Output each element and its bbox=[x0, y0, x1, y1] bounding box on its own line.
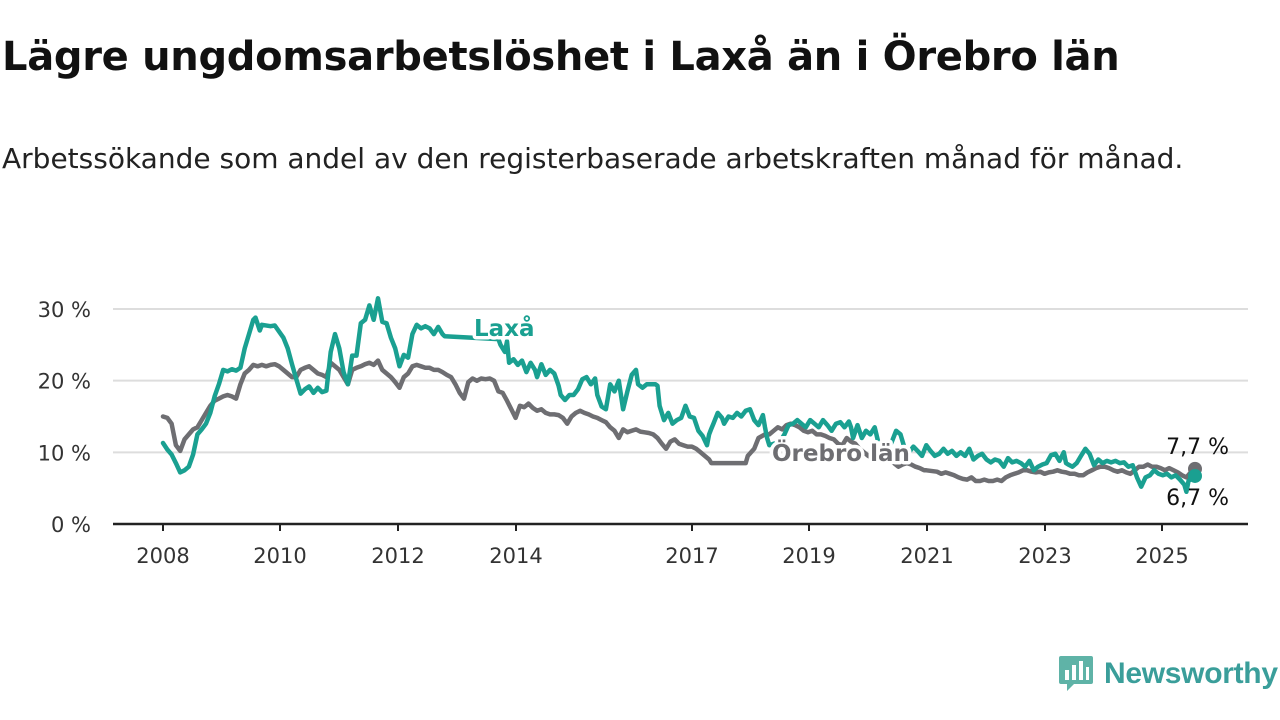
y-axis-ticks: 0 % 10 % 20 % 30 % bbox=[38, 298, 91, 537]
series-line-laxa bbox=[160, 296, 1198, 495]
svg-text:Örebro län: Örebro län bbox=[772, 439, 910, 467]
y-tick-label: 10 % bbox=[38, 441, 91, 465]
chart-logo-icon bbox=[1059, 656, 1093, 691]
x-tick-label: 2012 bbox=[371, 544, 424, 568]
x-tick-label: 2021 bbox=[900, 544, 953, 568]
series-label-orebro-text: Örebro län bbox=[772, 439, 910, 467]
brand-name: Newsworthy bbox=[1104, 657, 1278, 690]
y-tick-label: 20 % bbox=[38, 370, 91, 394]
line-chart: 0 % 10 % 20 % 30 % 2008 2010 2012 2014 2017 2019… bbox=[38, 296, 1248, 568]
end-label-laxa: 6,7 % bbox=[1166, 486, 1229, 511]
x-tick-label: 2017 bbox=[665, 544, 718, 568]
series-end-point-laxa bbox=[1188, 468, 1202, 483]
x-tick-label: 2023 bbox=[1018, 544, 1071, 568]
chart-subtitle: Arbetssökande som andel av den registerb… bbox=[2, 142, 1184, 175]
y-tick-label: 30 % bbox=[38, 298, 91, 322]
series-lines bbox=[160, 296, 1202, 495]
x-tick-label: 2025 bbox=[1135, 544, 1188, 568]
gridlines bbox=[113, 308, 1248, 454]
end-label-orebro: 7,7 % bbox=[1166, 435, 1229, 460]
x-tick-label: 2019 bbox=[782, 544, 835, 568]
x-tick-label: 2010 bbox=[253, 544, 306, 568]
x-tick-label: 2008 bbox=[136, 544, 189, 568]
x-tick-label: 2014 bbox=[489, 544, 542, 568]
y-tick-label: 0 % bbox=[51, 513, 91, 537]
svg-text:Laxå: Laxå bbox=[474, 315, 535, 342]
x-axis-ticks: 2008 2010 2012 2014 2017 2019 2021 2023 2025 bbox=[113, 522, 1248, 568]
newsworthy-logo: Newsworthy bbox=[1058, 654, 1278, 694]
series-label-laxa-text: Laxå bbox=[474, 315, 535, 342]
chart-title: Lägre ungdomsarbetslöshet i Laxå än i Ör… bbox=[2, 34, 1120, 80]
